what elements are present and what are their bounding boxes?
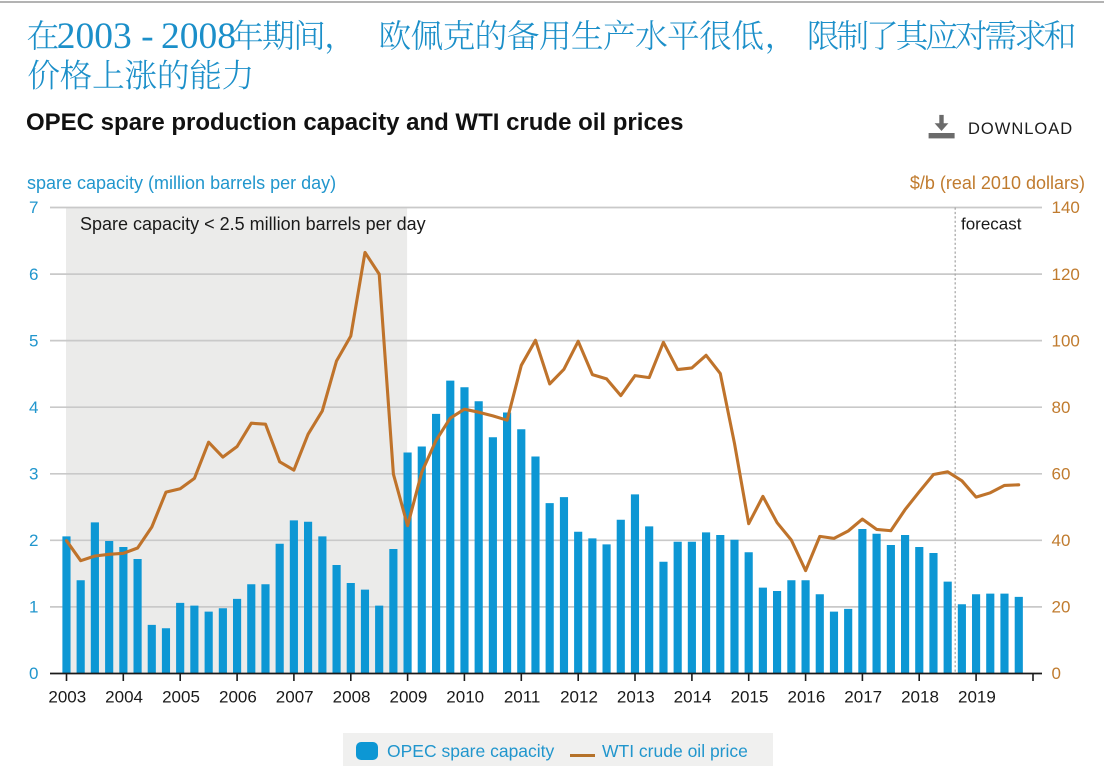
- svg-text:2003: 2003: [48, 688, 86, 707]
- svg-text:2011: 2011: [504, 688, 541, 707]
- svg-text:4: 4: [29, 398, 38, 417]
- svg-text:2003 - 2008: 2003 - 2008: [57, 16, 236, 57]
- svg-text:2004: 2004: [105, 688, 143, 707]
- svg-text:forecast: forecast: [961, 214, 1022, 233]
- svg-text:2008: 2008: [333, 688, 371, 707]
- svg-text:2010: 2010: [446, 688, 484, 707]
- svg-text:2017: 2017: [844, 688, 882, 707]
- svg-text:0: 0: [1052, 664, 1061, 683]
- svg-text:100: 100: [1052, 331, 1080, 350]
- svg-text:7: 7: [29, 198, 38, 217]
- svg-text:60: 60: [1052, 465, 1071, 484]
- svg-text:5: 5: [29, 331, 38, 350]
- svg-text:2015: 2015: [731, 688, 769, 707]
- svg-text:2013: 2013: [617, 688, 655, 707]
- svg-text:0: 0: [29, 664, 38, 683]
- svg-text:40: 40: [1052, 531, 1071, 550]
- svg-text:6: 6: [29, 265, 38, 284]
- svg-text:2014: 2014: [674, 688, 712, 707]
- svg-text:2009: 2009: [389, 688, 427, 707]
- svg-text:2: 2: [29, 531, 38, 550]
- svg-text:2018: 2018: [901, 688, 939, 707]
- svg-text:2016: 2016: [787, 688, 825, 707]
- svg-text:2019: 2019: [958, 688, 996, 707]
- svg-text:120: 120: [1052, 265, 1080, 284]
- svg-text:3: 3: [29, 465, 38, 484]
- svg-text:140: 140: [1052, 198, 1080, 217]
- svg-text:80: 80: [1052, 398, 1071, 417]
- svg-text:2007: 2007: [276, 688, 314, 707]
- svg-text:20: 20: [1052, 598, 1071, 617]
- svg-text:2006: 2006: [219, 688, 257, 707]
- svg-text:Spare capacity < 2.5 million b: Spare capacity < 2.5 million barrels per…: [80, 214, 426, 234]
- svg-text:2012: 2012: [560, 688, 598, 707]
- svg-text:2005: 2005: [162, 688, 200, 707]
- svg-text:1: 1: [29, 598, 38, 617]
